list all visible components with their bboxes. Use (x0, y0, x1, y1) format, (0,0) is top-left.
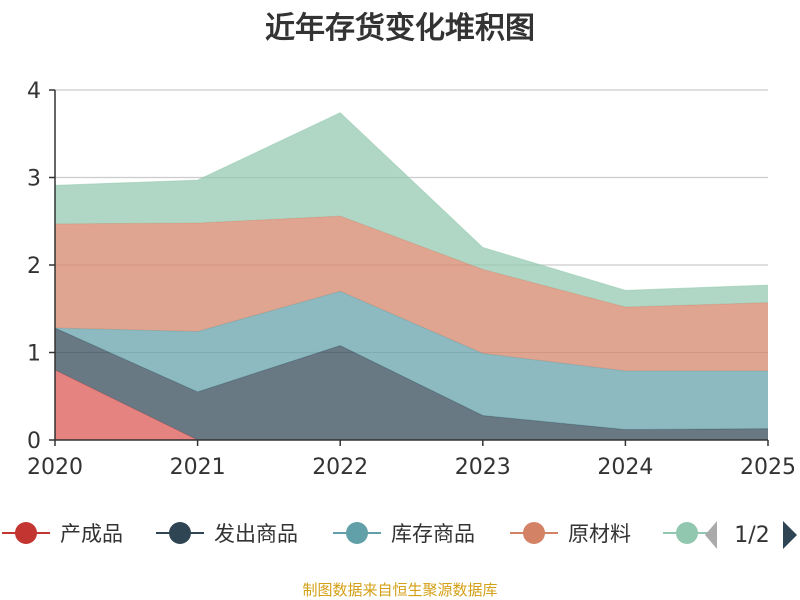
area-series-2 (55, 328, 768, 440)
legend-item-2[interactable]: 发出商品 (156, 522, 298, 546)
chart-title: 近年存货变化堆积图 (265, 11, 535, 46)
legend-label: 原材料 (568, 522, 631, 546)
area-series-1 (55, 370, 768, 440)
x-tick-label: 2024 (597, 455, 653, 480)
legend-label: 发出商品 (214, 522, 298, 546)
area-series-3 (55, 291, 768, 430)
legend-label: 产成品 (60, 522, 123, 546)
area-series-5 (55, 112, 768, 307)
area-edge-5 (54, 112, 769, 291)
x-tick-label: 2025 (740, 455, 796, 480)
legend-page-indicator: 1/2 (734, 523, 769, 548)
legend-marker-icon (346, 522, 368, 544)
x-axis-ticks: 2020 2021 2022 2023 2024 2025 (27, 440, 796, 480)
y-tick-label: 4 (27, 79, 41, 104)
y-tick-label: 0 (27, 429, 41, 454)
y-axis-ticks: 0 1 2 3 4 (27, 79, 55, 454)
legend-marker-icon (523, 522, 545, 544)
y-tick-label: 1 (27, 342, 41, 367)
legend-item-4[interactable]: 原材料 (510, 522, 631, 546)
x-tick-label: 2020 (27, 455, 83, 480)
legend-next-icon[interactable] (783, 521, 797, 549)
stacked-areas (54, 112, 769, 441)
x-tick-label: 2022 (312, 455, 368, 480)
legend-marker-icon (676, 522, 698, 544)
x-tick-label: 2021 (170, 455, 226, 480)
legend-prev-icon[interactable] (705, 521, 717, 549)
x-tick-label: 2023 (455, 455, 511, 480)
legend-marker-icon (15, 522, 37, 544)
legend: 产成品 发出商品 库存商品 原材料 (2, 522, 711, 546)
legend-item-3[interactable]: 库存商品 (333, 522, 475, 546)
source-note: 制图数据来自恒生聚源数据库 (302, 581, 497, 599)
legend-label: 库存商品 (391, 522, 475, 546)
area-series-4 (55, 216, 768, 371)
y-tick-label: 3 (27, 167, 41, 192)
legend-item-5[interactable] (663, 522, 711, 544)
legend-pager: 1/2 (705, 521, 797, 549)
legend-item-1[interactable]: 产成品 (2, 522, 123, 546)
y-tick-label: 2 (27, 254, 41, 279)
legend-marker-icon (169, 522, 191, 544)
